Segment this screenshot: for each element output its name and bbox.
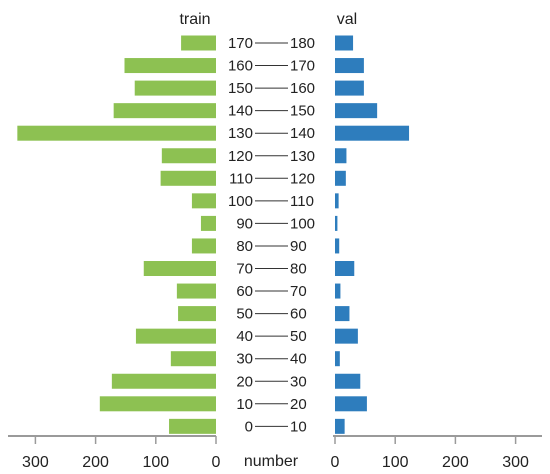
category-high-label: 80 xyxy=(290,261,307,278)
category-high-label: 140 xyxy=(290,125,315,142)
category-high-label: 130 xyxy=(290,148,315,165)
train-bars xyxy=(17,35,217,434)
category-low-label: 160 xyxy=(228,58,253,75)
category-high-label: 90 xyxy=(290,238,307,255)
category-high-label: 180 xyxy=(290,35,315,52)
train-bar xyxy=(135,328,216,344)
left-tick-label: 300 xyxy=(22,454,49,471)
category-low-label: 130 xyxy=(228,125,253,142)
val-bar xyxy=(335,148,347,164)
val-series-title: val xyxy=(337,11,357,28)
category-low-label: 0 xyxy=(245,418,253,435)
train-bar xyxy=(17,125,217,141)
val-bar xyxy=(335,261,355,276)
category-low-label: 40 xyxy=(236,328,253,345)
right-tick-label: 0 xyxy=(331,454,340,471)
category-high-label: 160 xyxy=(290,80,315,97)
category-low-label: 70 xyxy=(236,261,253,278)
category-high-label: 120 xyxy=(290,170,315,187)
right-tick-label: 200 xyxy=(442,454,469,471)
train-bar xyxy=(191,238,216,254)
right-tick-label: 300 xyxy=(502,454,529,471)
category-low-label: 50 xyxy=(236,306,253,323)
right-tick-label: 100 xyxy=(382,454,409,471)
train-bar xyxy=(170,351,216,367)
category-high-label: 40 xyxy=(290,351,307,368)
category-high-label: 110 xyxy=(290,193,314,210)
train-bar xyxy=(160,170,216,186)
val-bar xyxy=(335,418,345,434)
val-bar xyxy=(335,103,378,119)
train-bar xyxy=(99,396,216,412)
right-axis-ticks: 0 100 200 300 xyxy=(331,436,529,471)
train-bar xyxy=(134,80,216,96)
category-high-label: 20 xyxy=(290,396,307,413)
val-bar xyxy=(335,306,350,322)
train-bar xyxy=(169,418,216,434)
category-high-label: 60 xyxy=(290,306,307,323)
train-bar xyxy=(181,35,216,51)
category-low-label: 60 xyxy=(236,283,253,300)
val-bar xyxy=(335,373,361,389)
category-low-label: 80 xyxy=(236,238,253,255)
category-high-label: 50 xyxy=(290,328,307,345)
category-high-label: 70 xyxy=(290,283,307,300)
x-axis-title: number xyxy=(244,453,299,470)
category-low-label: 140 xyxy=(228,103,253,120)
train-bar xyxy=(124,58,216,74)
train-bar xyxy=(200,215,216,231)
category-high-label: 30 xyxy=(290,373,307,390)
category-low-label: 90 xyxy=(236,215,253,232)
train-bar xyxy=(176,283,216,299)
train-bar xyxy=(161,148,216,164)
category-high-label: 170 xyxy=(290,58,315,75)
val-bar xyxy=(335,215,338,231)
category-low-label: 20 xyxy=(236,373,253,390)
val-bar xyxy=(335,328,358,344)
val-bar xyxy=(335,396,367,412)
left-axis-ticks: 300 200 100 0 xyxy=(22,436,221,471)
val-bar xyxy=(335,351,340,367)
category-low-label: 170 xyxy=(228,35,253,52)
category-low-label: 110 xyxy=(229,170,253,187)
category-low-label: 100 xyxy=(228,193,253,210)
val-bar xyxy=(335,283,341,299)
train-series-title: train xyxy=(179,11,210,28)
category-low-label: 150 xyxy=(228,80,253,97)
val-bar xyxy=(335,58,364,74)
train-bar xyxy=(111,373,216,389)
val-bar xyxy=(335,35,354,51)
left-tick-label: 0 xyxy=(212,454,221,471)
category-labels: 170 180 160 170 150 160 140 150 130 140 120 130 110 1… xyxy=(228,35,315,435)
category-low-label: 30 xyxy=(236,351,253,368)
left-tick-label: 100 xyxy=(142,454,169,471)
train-bar xyxy=(178,306,216,322)
val-bar xyxy=(335,80,364,96)
category-high-label: 150 xyxy=(290,103,315,120)
val-bar xyxy=(335,193,339,209)
category-high-label: 10 xyxy=(290,418,307,435)
val-bar xyxy=(335,238,340,254)
left-tick-label: 200 xyxy=(82,454,109,471)
val-bar xyxy=(335,170,346,186)
val-bars xyxy=(335,35,410,434)
train-bar xyxy=(113,103,216,119)
val-bar xyxy=(335,125,410,141)
train-bar xyxy=(191,193,216,209)
train-bar xyxy=(143,261,216,276)
category-low-label: 10 xyxy=(236,396,253,413)
category-low-label: 120 xyxy=(228,148,253,165)
category-high-label: 100 xyxy=(290,215,315,232)
